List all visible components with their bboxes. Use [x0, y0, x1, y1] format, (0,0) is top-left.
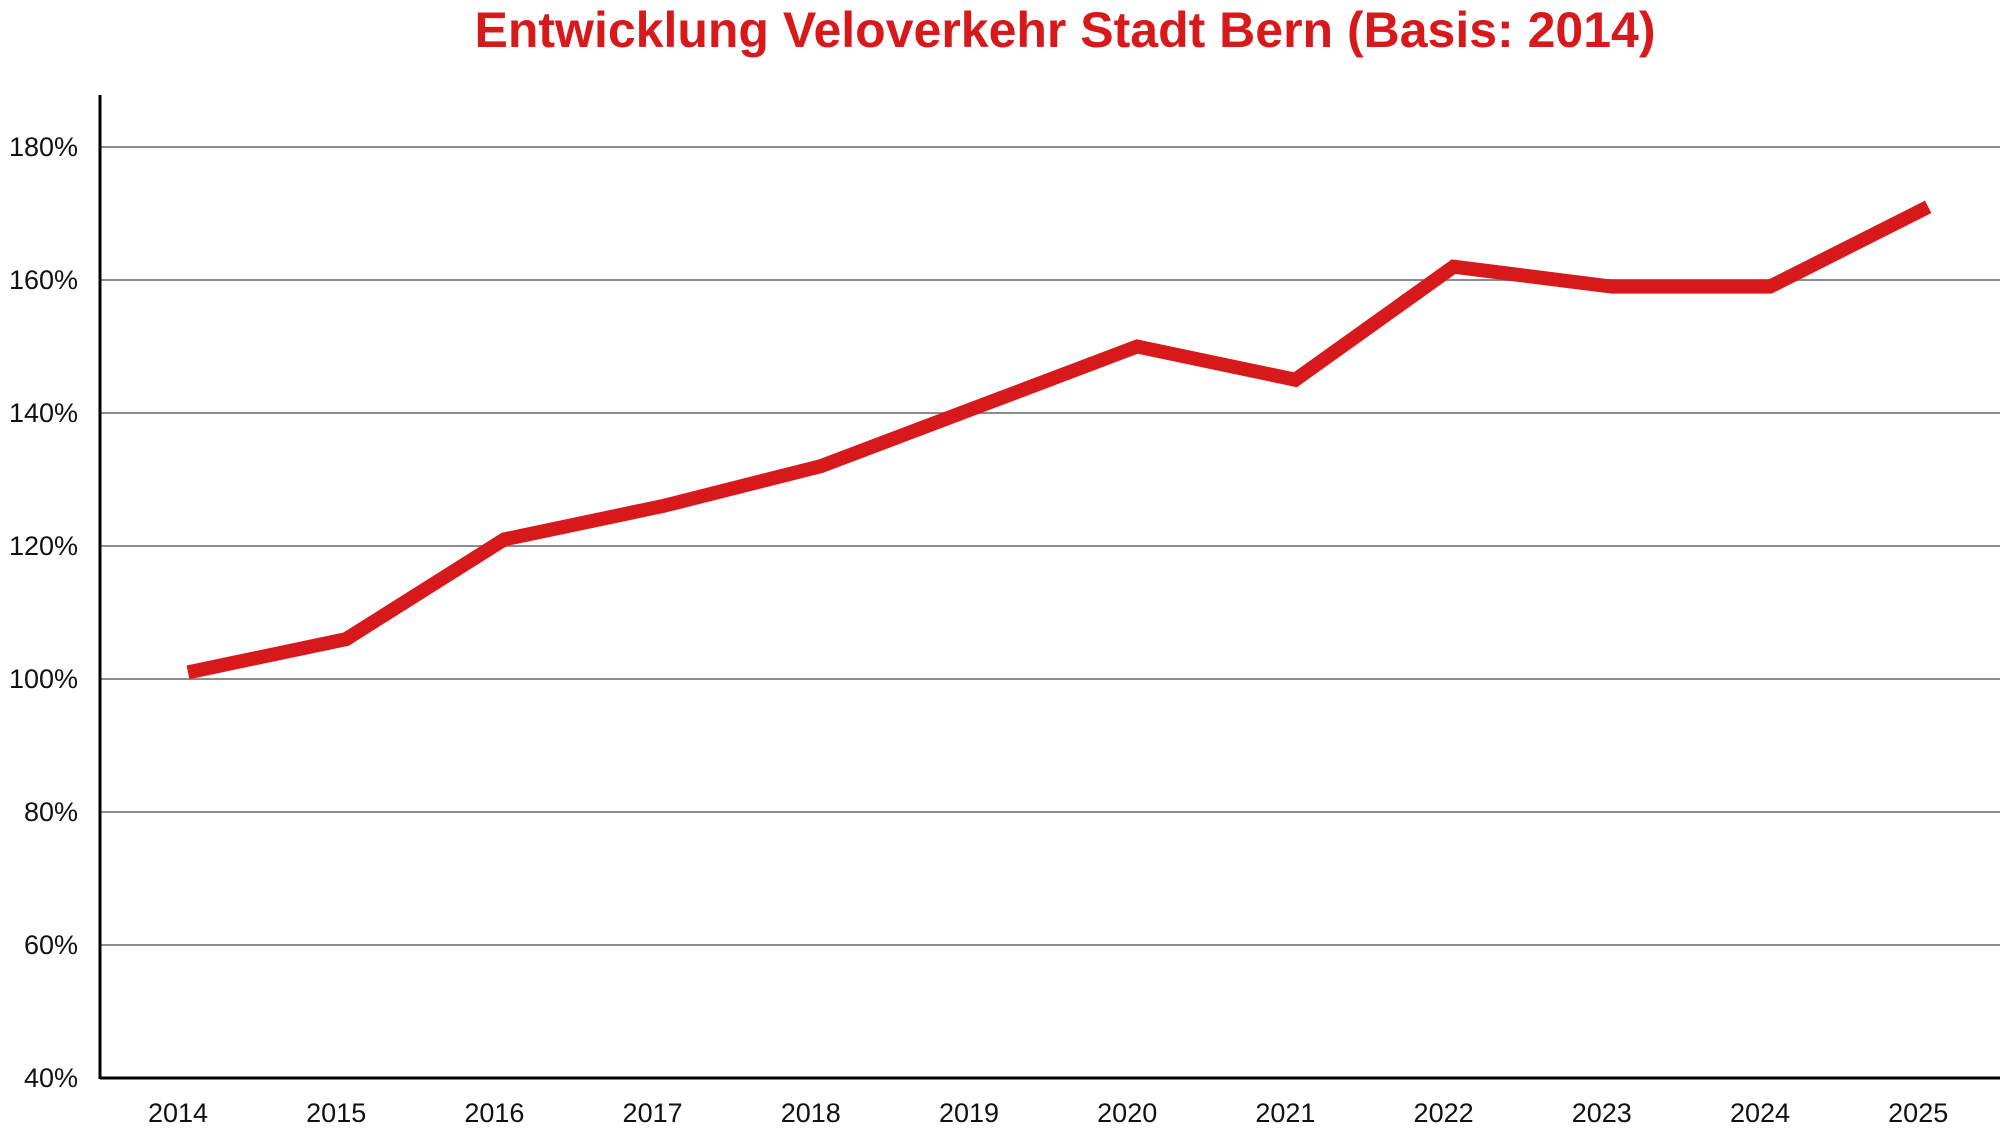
gridlines: [100, 146, 2000, 946]
data-point-2025: [1927, 206, 1929, 208]
x-tick-label-2019: 2019: [939, 1098, 999, 1128]
data-point-2024: [1769, 286, 1771, 288]
x-tick-label-2021: 2021: [1255, 1098, 1315, 1128]
data-point-2023: [1611, 286, 1613, 288]
data-point-2018: [820, 465, 822, 467]
y-tick-label-180: 180%: [9, 132, 78, 162]
data-point-2021: [1294, 379, 1296, 381]
x-tick-label-2025: 2025: [1888, 1098, 1948, 1128]
x-tick-label-2017: 2017: [623, 1098, 683, 1128]
data-point-2014: [187, 671, 189, 673]
y-tick-label-80: 80%: [24, 797, 78, 827]
y-axis-ticks: 40% 60% 80% 100% 120% 140% 160% 180%: [9, 132, 78, 1093]
x-tick-label-2024: 2024: [1730, 1098, 1790, 1128]
x-tick-label-2023: 2023: [1572, 1098, 1632, 1128]
y-tick-label-140: 140%: [9, 398, 78, 428]
axes: [98, 95, 2000, 1080]
data-point-2017: [662, 505, 664, 507]
chart-title: Entwicklung Veloverkehr Stadt Bern (Basi…: [474, 2, 1656, 58]
y-tick-label-100: 100%: [9, 664, 78, 694]
x-tick-label-2022: 2022: [1414, 1098, 1474, 1128]
x-tick-label-2016: 2016: [464, 1098, 524, 1128]
y-tick-label-60: 60%: [24, 930, 78, 960]
data-point-2019: [978, 405, 980, 407]
y-tick-label-120: 120%: [9, 531, 78, 561]
x-axis-ticks: 2014 2015 2016 2017 2018 2019 2020 2021 2022 2023…: [148, 1098, 1948, 1128]
x-tick-label-2014: 2014: [148, 1098, 208, 1128]
data-point-2015: [345, 638, 347, 640]
y-tick-label-40: 40%: [24, 1063, 78, 1093]
data-point-2016: [503, 538, 505, 540]
x-tick-label-2018: 2018: [781, 1098, 841, 1128]
x-tick-label-2020: 2020: [1097, 1098, 1157, 1128]
series-layer: [186, 200, 1932, 680]
x-tick-label-2015: 2015: [306, 1098, 366, 1128]
data-point-2020: [1136, 346, 1138, 348]
y-tick-label-160: 160%: [9, 265, 78, 295]
data-point-2022: [1453, 266, 1455, 268]
series-line-0: [186, 200, 1932, 680]
